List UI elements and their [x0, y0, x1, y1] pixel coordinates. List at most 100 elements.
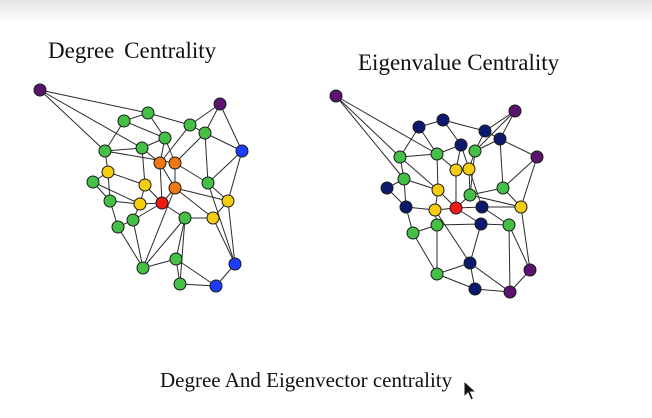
degree-graph-edge [92, 181, 141, 205]
degree-graph-node-green [98, 144, 112, 158]
eigen-graph-node-navy [493, 132, 507, 146]
eigen-graph-node-green [393, 150, 407, 164]
degree-graph-node-blue [209, 279, 223, 293]
eigen-graph-edge [502, 156, 538, 189]
eigen-graph-node-yellow [428, 203, 442, 217]
eigen-graph-node-green [397, 172, 411, 186]
degree-graph-node-yellow [133, 197, 147, 211]
eigen-graph-node-navy [436, 113, 450, 127]
eigen-graph-node-navy [463, 256, 477, 270]
eigen-graph-node-navy [380, 181, 394, 195]
degree-graph-node-green [169, 252, 183, 266]
eigen-graph-edge [412, 232, 438, 275]
screen-top-fade [0, 0, 652, 24]
eigen-graph-node-navy [474, 217, 488, 231]
eigen-graph-edge [436, 223, 482, 226]
eigen-graph-node-green [430, 267, 444, 281]
eigen-graph-edge [469, 194, 522, 208]
degree-graph-node-orange [153, 156, 167, 170]
degree-graph-node-green [136, 261, 150, 275]
eigen-graph-node-navy [478, 124, 492, 138]
eigen-graph-edge [520, 156, 538, 208]
eigen-graph-edge [499, 138, 504, 189]
degree-graph-node-yellow [221, 194, 235, 208]
degree-centrality-title: Degree Centrality [48, 38, 217, 63]
degree-graph-edge [132, 219, 144, 269]
degree-graph-edge [174, 132, 206, 164]
eigenvalue-centrality-title: Eigenvalue Centrality [358, 50, 560, 75]
degree-graph-node-green [201, 176, 215, 190]
eigen-graph-node-purple [523, 263, 537, 277]
eigen-graph-edge [436, 273, 476, 290]
degree-graph-edge [159, 162, 163, 204]
degree-graph-node-green [198, 126, 212, 140]
degree-graph-node-green [158, 131, 172, 145]
eigen-graph-node-yellow [449, 163, 463, 177]
degree-graph-edge [212, 217, 236, 265]
mouse-pointer-icon [463, 380, 477, 401]
eigen-graph-edge [468, 168, 483, 208]
eigen-graph-edge [474, 110, 516, 152]
degree-graph-node-orange [168, 181, 182, 195]
eigen-graph-node-green [430, 218, 444, 232]
degree-graph-edge [142, 217, 186, 269]
eigen-graph-node-purple [530, 150, 544, 164]
degree-graph-edge [159, 124, 191, 164]
degree-graph-node-green [126, 213, 140, 227]
eigen-graph-edge [469, 223, 482, 264]
eigen-graph-edge [399, 156, 439, 191]
eigen-graph-edge [469, 262, 511, 293]
degree-graph-edge [207, 182, 236, 265]
degree-graph-edge [39, 89, 106, 152]
degree-graph-node-yellow [138, 178, 152, 192]
eigen-graph-node-green [468, 144, 482, 158]
degree-graph-edge [174, 187, 229, 202]
degree-graph-node-green [173, 277, 187, 291]
eigen-graph-node-yellow [462, 162, 476, 176]
eigen-graph-node-navy [412, 120, 426, 134]
degree-graph-edge [175, 217, 186, 260]
degree-graph-edge [174, 187, 214, 219]
eigen-graph-node-yellow [431, 183, 445, 197]
eigen-graph-edge [442, 119, 486, 132]
degree-graph-edge [142, 187, 176, 269]
degree-graph-node-green [178, 211, 192, 225]
eigen-graph-node-navy [454, 138, 468, 152]
slide-caption: Degree And Eigenvector centrality [160, 368, 453, 392]
degree-graph-edge [219, 103, 243, 152]
degree-graph-node-red [155, 196, 169, 210]
degree-graph-edge [179, 217, 186, 285]
eigen-graph-edge [520, 206, 531, 271]
degree-graph-node-green [111, 220, 125, 234]
eigen-graph-node-green [430, 147, 444, 161]
degree-graph-node-green [135, 141, 149, 155]
eigen-graph-edge [508, 224, 531, 271]
eigen-graph-node-yellow [514, 200, 528, 214]
degree-graph-node-blue [235, 144, 249, 158]
degree-graph-edge [147, 112, 191, 126]
eigen-graph-node-purple [503, 285, 517, 299]
degree-graph-node-yellow [101, 165, 115, 179]
eigen-graph-edge [499, 138, 538, 158]
eigen-graph-node-green [502, 218, 516, 232]
eigen-graph-node-purple [508, 104, 522, 118]
degree-graph-node-purple [213, 97, 227, 111]
degree-graph-edge [39, 89, 143, 149]
eigen-graph-edge [434, 209, 471, 264]
eigen-graph-edge [335, 95, 401, 158]
eigen-graph-node-purple [329, 89, 343, 103]
degree-graph-node-green [183, 118, 197, 132]
degree-graph-edge [117, 226, 144, 269]
eigen-graph-edge [335, 95, 438, 155]
eigen-graph-node-green [406, 226, 420, 240]
degree-graph-node-green [103, 194, 117, 208]
degree-graph-edge [39, 89, 149, 114]
degree-graph-edge [227, 150, 243, 202]
degree-graph-edge [107, 171, 146, 186]
degree-graph-node-blue [228, 257, 242, 271]
degree-graph-edge [204, 132, 243, 152]
eigen-graph-node-navy [399, 200, 413, 214]
eigen-graph-node-red [449, 201, 463, 215]
degree-graph-node-green [141, 106, 155, 120]
eigen-graph-edge [508, 224, 511, 293]
